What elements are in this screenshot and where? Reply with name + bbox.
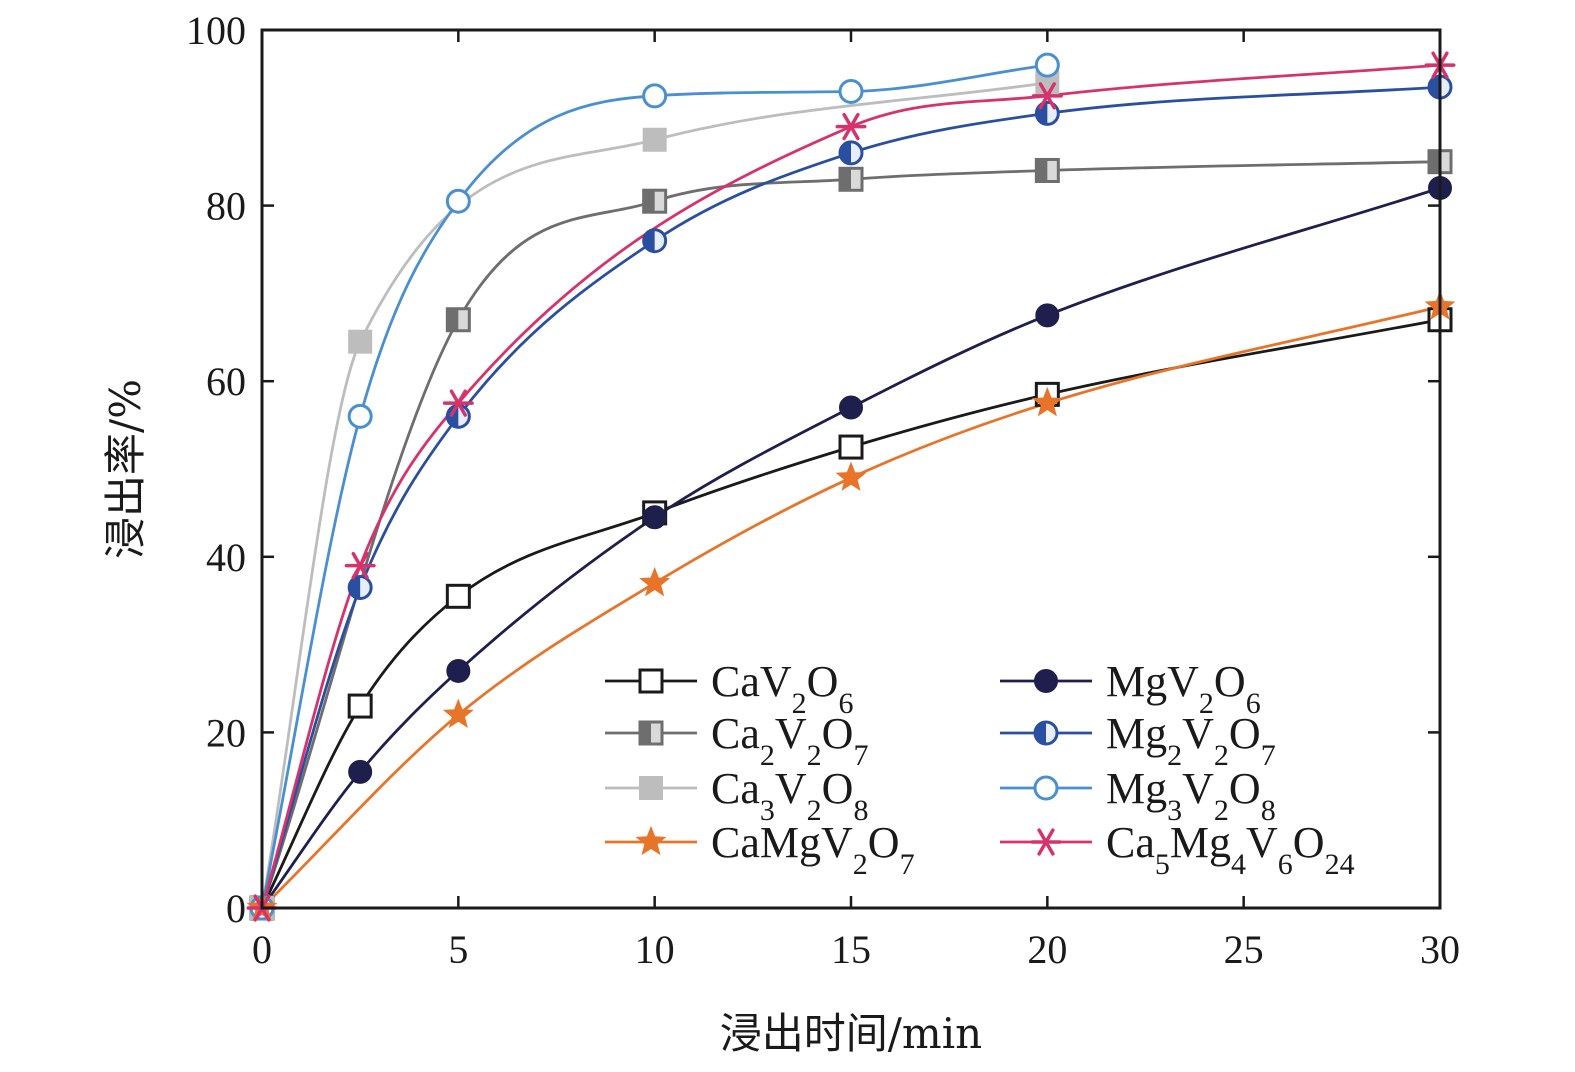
x-tick-label: 10 (635, 927, 675, 972)
point-ca2v2o7-fill (447, 308, 459, 331)
legend-marker-mg2v2o7-fill (1035, 722, 1046, 744)
point-mg2v2o7-fill (643, 229, 655, 252)
legend-label-ca5mg4v6o24: Ca5Mg4V6O24 (1106, 818, 1355, 881)
markers-layer (246, 51, 1456, 922)
point-camgv2o7 (1031, 386, 1063, 417)
point-mg2v2o7-fill (349, 576, 361, 599)
legend-label-ca2v2o7: Ca2V2O7 (711, 709, 868, 772)
point-mg2v2o7-fill (840, 141, 851, 164)
point-ca2v2o7-fill (1036, 159, 1048, 182)
legend-label-cav2o6: CaV2O6 (711, 657, 853, 720)
series-line-ca3v2o8 (260, 81, 1048, 909)
series-line-ca5mg4v6o24 (260, 63, 1441, 909)
point-mgv2o6 (642, 505, 667, 530)
point-mg3v2o8 (445, 188, 471, 214)
point-ca3v2o8 (348, 329, 373, 354)
point-camgv2o7 (442, 698, 474, 729)
point-mg3v2o8 (347, 403, 373, 429)
legend-label-mg3v2o8: Mg3V2O8 (1106, 764, 1276, 827)
legend-marker-ca3v2o8 (639, 776, 663, 800)
y-tick-label: 60 (206, 359, 246, 404)
legend-marker-ca2v2o7-fill (640, 722, 651, 744)
y-tick-label: 40 (206, 535, 246, 580)
curves-layer (260, 63, 1441, 909)
x-tick-label: 30 (1420, 927, 1460, 972)
x-tick-label: 0 (252, 927, 272, 972)
legend-marker-mgv2o6 (1034, 669, 1058, 693)
y-tick-label: 100 (186, 8, 246, 53)
point-ca2v2o7-fill (1429, 150, 1440, 173)
point-cav2o6 (838, 434, 864, 460)
legend-label-mgv2o6: MgV2O6 (1106, 657, 1261, 720)
legend-marker-mg3v2o8 (1033, 775, 1059, 801)
series-line-camgv2o7 (261, 305, 1441, 909)
y-tick-label: 80 (206, 184, 246, 229)
x-tick-label: 5 (448, 927, 468, 972)
legend-marker-camgv2o7 (635, 825, 667, 856)
x-axis-title: 浸出时间/min (720, 1009, 982, 1058)
point-camgv2o7 (639, 566, 671, 597)
x-tick-label: 15 (831, 927, 871, 972)
legend: CaV2O6 MgV2O6 Ca2V2O7 Mg2V2O7 Ca3V2O8 Mg3V2O8… (605, 657, 1355, 881)
point-cav2o6 (347, 693, 373, 719)
point-mg2v2o7-fill (1429, 76, 1440, 99)
point-ca2v2o7-fill (643, 190, 655, 213)
y-tick-label: 0 (226, 886, 246, 931)
point-ca3v2o8 (642, 127, 667, 152)
point-mg3v2o8 (1034, 52, 1060, 78)
legend-label-camgv2o7: CaMgV2O7 (711, 818, 915, 881)
x-tick-label: 25 (1224, 927, 1264, 972)
point-mgv2o6 (446, 658, 471, 683)
legend-label-ca3v2o8: Ca3V2O8 (711, 764, 868, 827)
y-tick-label: 20 (206, 710, 246, 755)
point-camgv2o7 (835, 461, 867, 491)
legend-marker-cav2o6 (638, 668, 664, 694)
point-mg3v2o8 (642, 83, 668, 109)
point-mgv2o6 (348, 759, 373, 784)
series-line-ca2v2o7 (260, 160, 1441, 909)
series-line-mgv2o6 (260, 186, 1441, 909)
point-mg3v2o8 (838, 78, 864, 104)
y-axis-title: 浸出率/% (101, 379, 150, 559)
point-ca2v2o7-fill (840, 168, 851, 191)
x-tick-label: 20 (1027, 927, 1067, 972)
point-mgv2o6 (839, 395, 863, 420)
axis-ticks: 0 5 10 15 20 25 30 0 20 40 60 80 100 (186, 8, 1460, 972)
point-mgv2o6 (1035, 303, 1060, 328)
legend-label-mg2v2o7: Mg2V2O7 (1106, 709, 1276, 772)
point-cav2o6 (445, 583, 471, 609)
